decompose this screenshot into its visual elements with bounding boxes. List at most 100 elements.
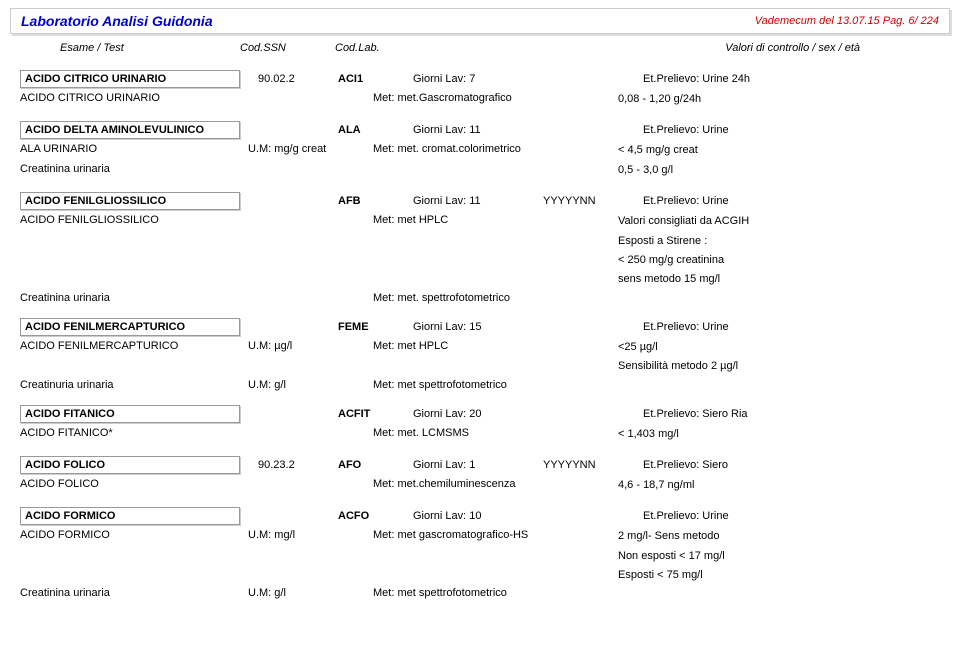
method: [373, 253, 618, 268]
sub-test-name: Creatinina urinaria: [20, 163, 248, 178]
sub-test-name: [20, 549, 248, 564]
sub-test-name: ACIDO FOLICO: [20, 478, 248, 493]
cod-lab: AFO: [338, 459, 413, 471]
test-name-box: ACIDO FENILMERCAPTURICO: [20, 318, 240, 336]
reference-value: 4,6 - 18,7 ng/ml: [618, 478, 694, 493]
prelievo: Et.Prelievo: Siero Ria: [643, 408, 748, 420]
page-header: Laboratorio Analisi Guidonia Vademecum d…: [10, 8, 950, 34]
reference-value: 2 mg/l- Sens metodo: [618, 529, 720, 544]
test-header-row: ACIDO FOLICO90.23.2AFOGiorni Lav: 1YYYYY…: [0, 454, 960, 476]
giorni-lav: Giorni Lav: 15: [413, 321, 543, 333]
giorni-lav: Giorni Lav: 7: [413, 73, 543, 85]
sub-test-name: [20, 568, 248, 583]
test-sub-row: ACIDO FORMICOU.M: mg/lMet: met gascromat…: [0, 527, 960, 546]
content-area: ACIDO CITRICO URINARIO90.02.2ACI1Giorni …: [0, 68, 960, 605]
test-name-box: ACIDO DELTA AMINOLEVULINICO: [20, 121, 240, 139]
method: Met: met HPLC: [373, 214, 618, 229]
test-sub-row: Creatinina urinaria 0,5 - 3,0 g/l: [0, 161, 960, 180]
reference-value: Sensibilità metodo 2 µg/l: [618, 359, 738, 374]
unit-measure: [248, 292, 373, 304]
lab-title: Laboratorio Analisi Guidonia: [21, 13, 213, 29]
reference-value: Non esposti < 17 mg/l: [618, 549, 725, 564]
test-name-box: ACIDO FENILGLIOSSILICO: [20, 192, 240, 210]
cod-lab: ALA: [338, 124, 413, 136]
method: Met: met gascromatografico-HS: [373, 529, 618, 544]
reference-value: < 250 mg/g creatinina: [618, 253, 724, 268]
test-header-row: ACIDO CITRICO URINARIO90.02.2ACI1Giorni …: [0, 68, 960, 90]
unit-measure: [248, 214, 373, 229]
test-name-box: ACIDO FOLICO: [20, 456, 240, 474]
reference-value: Esposti a Stirene :: [618, 234, 707, 249]
cod-lab: ACFO: [338, 510, 413, 522]
test-sub-row: Creatinina urinariaMet: met. spettrofoto…: [0, 290, 960, 306]
cod-lab: ACFIT: [338, 408, 413, 420]
method: [373, 234, 618, 249]
sub-test-name: ACIDO FENILMERCAPTURICO: [20, 340, 248, 355]
method: [373, 359, 618, 374]
sub-test-name: Creatinina urinaria: [20, 587, 248, 599]
test-sub-row: ACIDO CITRICO URINARIO Met: met.Gascromat…: [0, 90, 960, 109]
test-header-row: ACIDO FITANICOACFITGiorni Lav: 20Et.Prel…: [0, 403, 960, 425]
method: [373, 272, 618, 287]
test-name-box: ACIDO FITANICO: [20, 405, 240, 423]
test-sub-row: Esposti a Stirene :: [0, 232, 960, 251]
sub-test-name: [20, 234, 248, 249]
reference-value: <25 µg/l: [618, 340, 658, 355]
pattern: YYYYYNN: [543, 195, 643, 207]
prelievo: Et.Prelievo: Urine: [643, 124, 729, 136]
unit-measure: [248, 253, 373, 268]
giorni-lav: Giorni Lav: 10: [413, 510, 543, 522]
unit-measure: [248, 568, 373, 583]
unit-measure: [248, 359, 373, 374]
test-header-row: ACIDO FENILMERCAPTURICO FEMEGiorni Lav: 1…: [0, 316, 960, 338]
test-name-box: ACIDO CITRICO URINARIO: [20, 70, 240, 88]
prelievo: Et.Prelievo: Siero: [643, 459, 728, 471]
method: Met: met.Gascromatografico: [373, 92, 618, 107]
giorni-lav: Giorni Lav: 11: [413, 124, 543, 136]
test-sub-row: ACIDO FENILMERCAPTURICOU.M: µg/lMet: met…: [0, 338, 960, 357]
prelievo: Et.Prelievo: Urine: [643, 195, 729, 207]
reference-value: Valori consigliati da ACGIH: [618, 214, 749, 229]
method: [373, 568, 618, 583]
cod-lab: FEME: [338, 321, 413, 333]
method: Met: met. cromat.colorimetrico: [373, 143, 618, 158]
unit-measure: [248, 234, 373, 249]
reference-value: sens metodo 15 mg/l: [618, 272, 720, 287]
test-sub-row: ACIDO FITANICO*Met: met. LCMSMS< 1,403 m…: [0, 425, 960, 444]
unit-measure: U.M: mg/g creat: [248, 143, 373, 158]
sub-test-name: ACIDO CITRICO URINARIO: [20, 92, 248, 107]
test-sub-row: Esposti < 75 mg/l: [0, 566, 960, 585]
unit-measure: [248, 427, 373, 442]
test-sub-row: Creatinuria urinariaU.M: g/lMet: met spe…: [0, 377, 960, 393]
test-header-row: ACIDO FENILGLIOSSILICOAFBGiorni Lav: 11Y…: [0, 190, 960, 212]
unit-measure: U.M: g/l: [248, 587, 373, 599]
sub-test-name: ACIDO FORMICO: [20, 529, 248, 544]
sub-test-name: ALA URINARIO: [20, 143, 248, 158]
method: [373, 549, 618, 564]
unit-measure: U.M: mg/l: [248, 529, 373, 544]
vademecum-info: Vademecum del 13.07.15 Pag. 6/ 224: [755, 15, 939, 27]
method: Met: met HPLC: [373, 340, 618, 355]
reference-value: 0,5 - 3,0 g/l: [618, 163, 673, 178]
reference-value: 0,08 - 1,20 g/24h: [618, 92, 701, 107]
method: Met: met spettrofotometrico: [373, 587, 618, 599]
test-sub-row: Non esposti < 17 mg/l: [0, 547, 960, 566]
test-sub-row: ALA URINARIOU.M: mg/g creatMet: met. cro…: [0, 141, 960, 160]
sub-test-name: [20, 272, 248, 287]
col-lab: Cod.Lab.: [335, 42, 435, 54]
method: Met: met spettrofotometrico: [373, 379, 618, 391]
test-sub-row: sens metodo 15 mg/l: [0, 270, 960, 289]
giorni-lav: Giorni Lav: 1: [413, 459, 543, 471]
column-headers: Esame / Test Cod.SSN Cod.Lab. Valori di …: [0, 38, 960, 62]
unit-measure: [248, 549, 373, 564]
unit-measure: U.M: µg/l: [248, 340, 373, 355]
sub-test-name: [20, 253, 248, 268]
cod-ssn: 90.23.2: [240, 459, 338, 471]
cod-ssn: 90.02.2: [240, 73, 338, 85]
col-ssn: Cod.SSN: [240, 42, 335, 54]
unit-measure: [248, 272, 373, 287]
prelievo: Et.Prelievo: Urine: [643, 321, 729, 333]
test-sub-row: ACIDO FENILGLIOSSILICOMet: met HPLCValor…: [0, 212, 960, 231]
cod-lab: ACI1: [338, 73, 413, 85]
unit-measure: [248, 92, 373, 107]
